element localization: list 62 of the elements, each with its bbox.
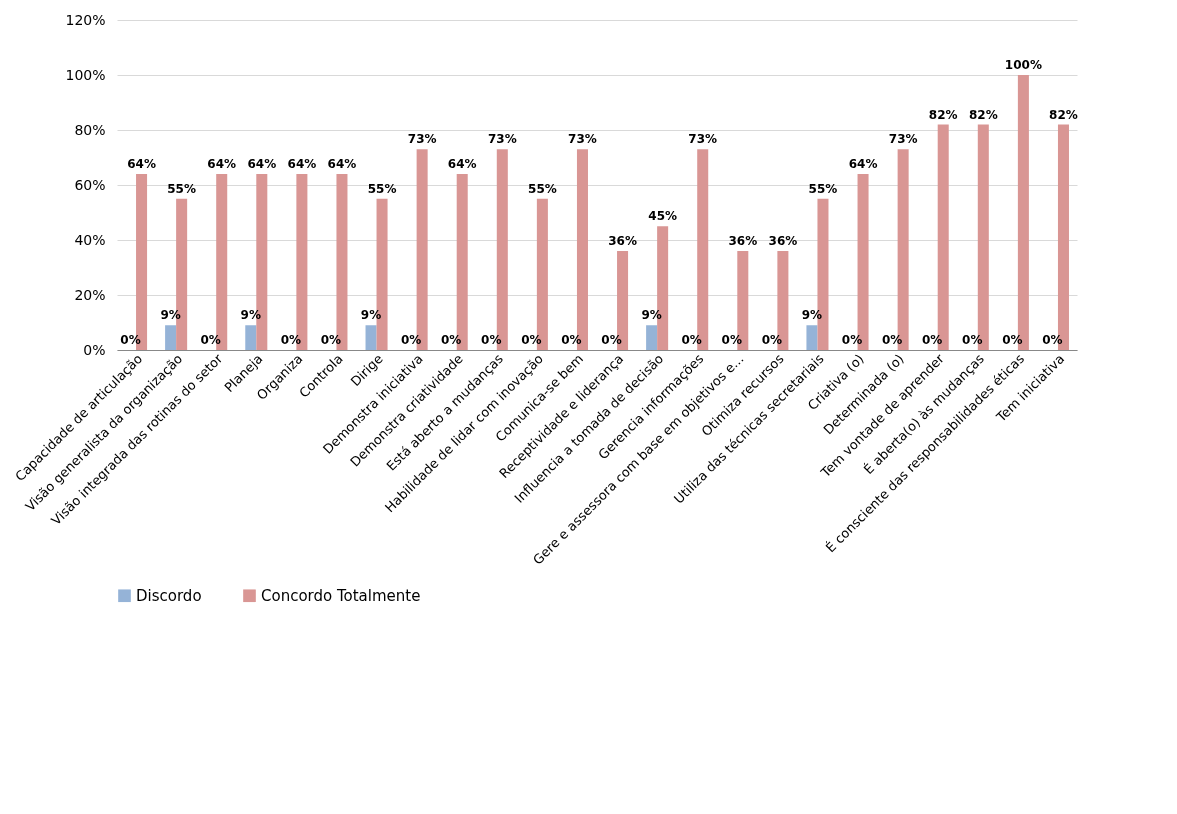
data-label: 73% bbox=[888, 132, 918, 147]
data-label: 0% bbox=[521, 333, 542, 347]
data-label: 73% bbox=[487, 132, 517, 147]
data-label: 55% bbox=[528, 181, 557, 196]
y-tick-label: 0% bbox=[83, 341, 106, 358]
data-label: 0% bbox=[721, 333, 742, 347]
data-label: 82% bbox=[928, 107, 958, 122]
bar bbox=[245, 325, 257, 350]
data-label: 64% bbox=[247, 157, 277, 171]
data-label: 9% bbox=[641, 308, 662, 323]
data-label: 82% bbox=[968, 107, 998, 122]
legend-label: Discordo bbox=[136, 586, 202, 605]
data-label: 64% bbox=[287, 157, 317, 171]
data-label: 64% bbox=[327, 157, 357, 171]
data-label: 0% bbox=[400, 333, 422, 347]
y-tick-label: 40% bbox=[74, 231, 106, 248]
data-label: 0% bbox=[481, 333, 502, 347]
data-label: 0% bbox=[1002, 333, 1023, 347]
data-label: 9% bbox=[160, 308, 181, 323]
data-label: 64% bbox=[127, 157, 156, 171]
y-tick-label: 60% bbox=[74, 176, 106, 193]
data-label: 0% bbox=[280, 333, 302, 347]
data-label: 9% bbox=[240, 308, 261, 323]
y-tick-label: 100% bbox=[65, 66, 106, 83]
data-label: 9% bbox=[360, 308, 382, 323]
data-label: 0% bbox=[320, 333, 342, 347]
data-label: 0% bbox=[120, 333, 141, 347]
bar bbox=[165, 325, 177, 350]
data-label: 64% bbox=[207, 157, 237, 171]
data-label: 73% bbox=[407, 132, 437, 147]
data-label: 36% bbox=[728, 234, 758, 248]
data-label: 0% bbox=[962, 333, 983, 347]
y-tick-label: 20% bbox=[74, 286, 106, 303]
data-label: 55% bbox=[808, 181, 838, 196]
data-label: 82% bbox=[1049, 107, 1078, 122]
data-label: 36% bbox=[608, 234, 637, 248]
data-label: 0% bbox=[1042, 333, 1063, 347]
bar bbox=[806, 325, 818, 350]
data-label: 0% bbox=[441, 333, 462, 347]
data-label: 0% bbox=[561, 333, 582, 347]
legend-label: Concordo Totalmente bbox=[261, 586, 421, 605]
data-label: 0% bbox=[681, 333, 702, 347]
y-tick-label: 80% bbox=[74, 121, 106, 138]
data-label: 73% bbox=[568, 132, 597, 147]
data-label: 55% bbox=[167, 181, 196, 196]
data-label: 73% bbox=[688, 132, 718, 147]
y-tick-label: 120% bbox=[65, 11, 106, 28]
data-label: 36% bbox=[768, 234, 798, 248]
data-label: 9% bbox=[801, 308, 823, 323]
data-label: 64% bbox=[848, 157, 878, 171]
data-label: 0% bbox=[200, 333, 221, 347]
data-label: 0% bbox=[841, 333, 863, 347]
bar bbox=[365, 325, 377, 350]
data-label: 55% bbox=[367, 181, 397, 196]
data-label: 0% bbox=[601, 333, 622, 347]
bar bbox=[646, 325, 658, 350]
data-label: 0% bbox=[922, 333, 943, 347]
data-label: 100% bbox=[1004, 58, 1042, 72]
data-label: 45% bbox=[648, 209, 677, 224]
data-label: 0% bbox=[761, 333, 783, 347]
data-label: 64% bbox=[447, 157, 477, 171]
data-label: 0% bbox=[881, 333, 903, 347]
